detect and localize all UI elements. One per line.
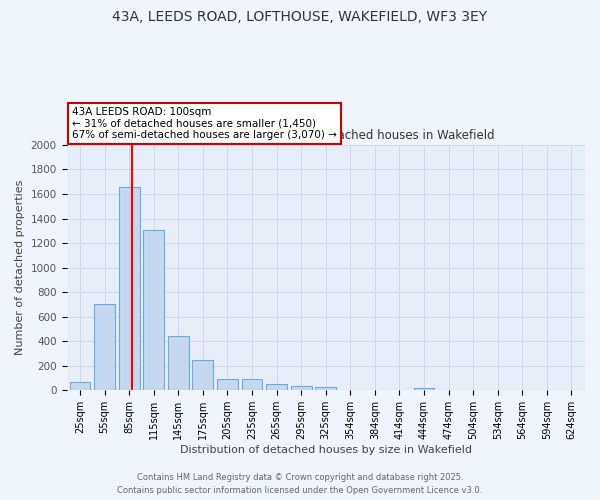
Bar [119,186,140,390]
Title: Size of property relative to detached houses in Wakefield: Size of property relative to detached ho… [157,130,495,142]
Bar [94,304,115,390]
Text: 43A LEEDS ROAD: 100sqm
← 31% of detached houses are smaller (1,450)
67% of semi-: 43A LEEDS ROAD: 100sqm ← 31% of detached… [72,107,337,140]
Bar [291,386,311,390]
Bar [413,388,434,390]
Y-axis label: Number of detached properties: Number of detached properties [15,180,25,356]
Bar [193,360,214,390]
Bar [168,336,189,390]
Bar [266,384,287,390]
X-axis label: Distribution of detached houses by size in Wakefield: Distribution of detached houses by size … [180,445,472,455]
Bar [316,386,336,390]
Text: 43A, LEEDS ROAD, LOFTHOUSE, WAKEFIELD, WF3 3EY: 43A, LEEDS ROAD, LOFTHOUSE, WAKEFIELD, W… [112,10,488,24]
Bar [70,382,91,390]
Bar [143,230,164,390]
Bar [242,380,262,390]
Bar [217,378,238,390]
Text: Contains HM Land Registry data © Crown copyright and database right 2025.
Contai: Contains HM Land Registry data © Crown c… [118,474,482,495]
